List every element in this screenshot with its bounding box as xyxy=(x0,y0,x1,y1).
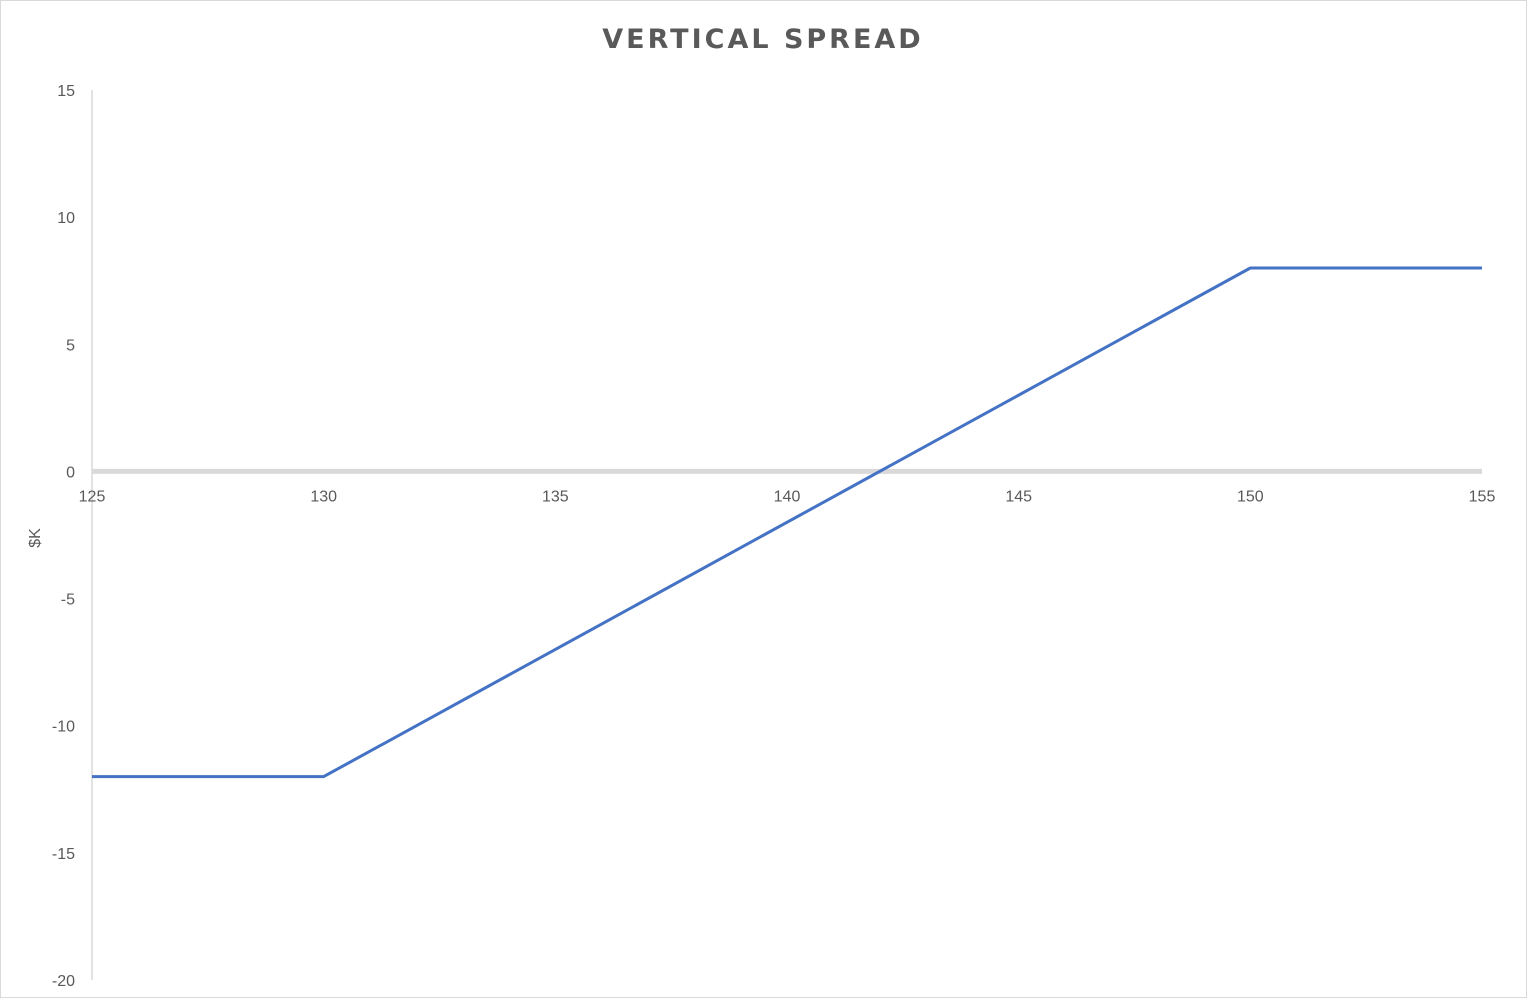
y-tick-label: -20 xyxy=(52,973,75,990)
x-tick-label: 125 xyxy=(79,488,106,505)
y-tick-label: 5 xyxy=(66,337,75,354)
x-tick-label: 140 xyxy=(774,488,801,505)
y-tick-label: 15 xyxy=(57,83,75,100)
y-tick-label: -10 xyxy=(52,719,75,736)
x-tick-labels: 125 130 135 140 145 150 155 xyxy=(79,488,1496,505)
x-tick-label: 130 xyxy=(310,488,337,505)
y-tick-labels: 15 10 5 0 -5 -10 -15 -20 xyxy=(52,83,75,990)
x-tick-label: 155 xyxy=(1469,488,1496,505)
y-axis-title-group: $K xyxy=(27,528,44,548)
chart-title: VERTICAL SPREAD xyxy=(602,24,923,55)
x-tick-label: 135 xyxy=(542,488,569,505)
x-tick-label: 145 xyxy=(1005,488,1032,505)
y-axis-title: $K xyxy=(27,528,44,548)
y-tick-label: -5 xyxy=(61,592,75,609)
y-tick-label: 0 xyxy=(66,464,75,481)
x-tick-label: 150 xyxy=(1237,488,1264,505)
y-tick-label: -15 xyxy=(52,846,75,863)
series-line xyxy=(92,266,1482,779)
y-tick-label: 10 xyxy=(57,210,75,227)
